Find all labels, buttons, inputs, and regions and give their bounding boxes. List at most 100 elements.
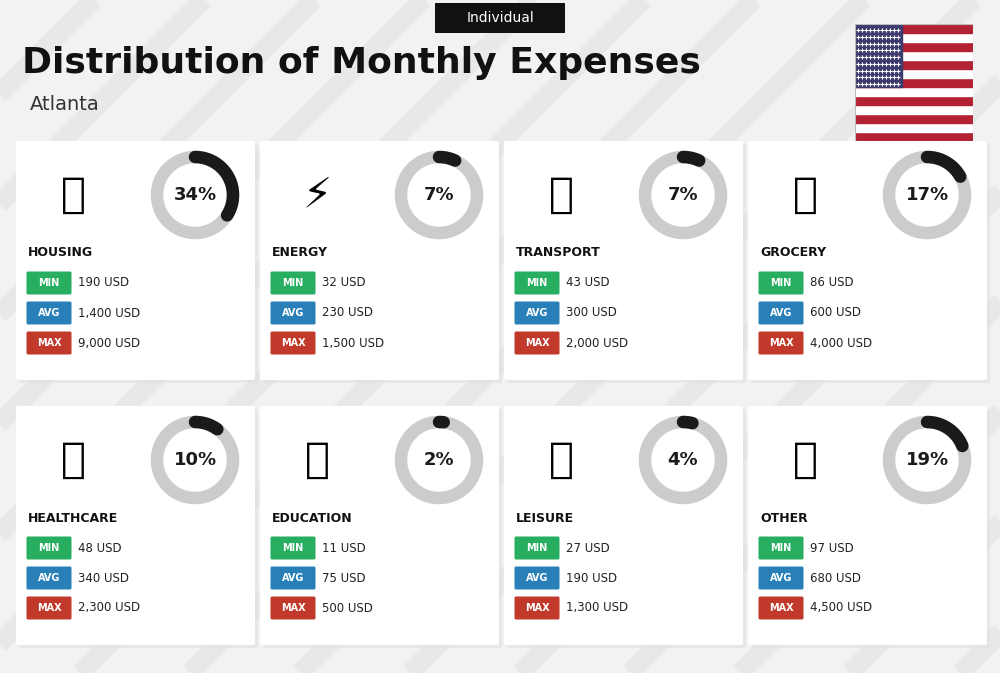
Text: 27 USD: 27 USD: [566, 542, 610, 555]
Text: 75 USD: 75 USD: [322, 571, 366, 584]
Text: ENERGY: ENERGY: [272, 246, 328, 260]
Text: AVG: AVG: [282, 573, 304, 583]
Text: EDUCATION: EDUCATION: [272, 511, 353, 524]
FancyBboxPatch shape: [16, 406, 255, 645]
Text: Atlanta: Atlanta: [30, 96, 100, 114]
FancyBboxPatch shape: [759, 302, 804, 324]
FancyBboxPatch shape: [514, 536, 560, 559]
FancyBboxPatch shape: [26, 332, 72, 355]
FancyBboxPatch shape: [751, 144, 990, 383]
Bar: [855, 96, 973, 105]
FancyBboxPatch shape: [260, 406, 499, 645]
Text: 17%: 17%: [905, 186, 949, 204]
Bar: [855, 60, 973, 69]
FancyBboxPatch shape: [504, 141, 743, 380]
Text: HEALTHCARE: HEALTHCARE: [28, 511, 118, 524]
FancyBboxPatch shape: [759, 271, 804, 295]
Text: 230 USD: 230 USD: [322, 306, 373, 320]
FancyBboxPatch shape: [748, 406, 987, 645]
FancyBboxPatch shape: [435, 3, 565, 33]
Text: AVG: AVG: [526, 573, 548, 583]
Bar: [855, 78, 973, 87]
Text: 86 USD: 86 USD: [810, 277, 854, 289]
Text: TRANSPORT: TRANSPORT: [516, 246, 601, 260]
Text: 🛍: 🛍: [548, 439, 574, 481]
Text: 2,000 USD: 2,000 USD: [566, 336, 628, 349]
Text: 34%: 34%: [173, 186, 217, 204]
FancyBboxPatch shape: [19, 409, 258, 648]
FancyBboxPatch shape: [263, 409, 502, 648]
Bar: [855, 24, 973, 32]
FancyBboxPatch shape: [26, 567, 72, 590]
Text: AVG: AVG: [526, 308, 548, 318]
FancyBboxPatch shape: [514, 302, 560, 324]
Text: 4%: 4%: [668, 451, 698, 469]
Text: MIN: MIN: [770, 543, 792, 553]
Text: 300 USD: 300 USD: [566, 306, 617, 320]
Text: AVG: AVG: [770, 308, 792, 318]
FancyBboxPatch shape: [26, 536, 72, 559]
FancyBboxPatch shape: [270, 567, 316, 590]
FancyBboxPatch shape: [748, 141, 987, 380]
FancyBboxPatch shape: [270, 596, 316, 620]
Text: MIN: MIN: [38, 278, 60, 288]
Text: 🏥: 🏥: [60, 439, 86, 481]
Text: 2,300 USD: 2,300 USD: [78, 602, 140, 614]
Text: 600 USD: 600 USD: [810, 306, 861, 320]
FancyBboxPatch shape: [759, 596, 804, 620]
Bar: [855, 123, 973, 133]
FancyBboxPatch shape: [514, 332, 560, 355]
Text: 🛒: 🛒: [792, 174, 818, 216]
FancyBboxPatch shape: [16, 141, 255, 380]
Text: AVG: AVG: [282, 308, 304, 318]
Text: 2%: 2%: [424, 451, 454, 469]
FancyBboxPatch shape: [751, 409, 990, 648]
Text: 1,500 USD: 1,500 USD: [322, 336, 384, 349]
Text: HOUSING: HOUSING: [28, 246, 93, 260]
FancyBboxPatch shape: [19, 144, 258, 383]
Text: 340 USD: 340 USD: [78, 571, 129, 584]
Text: 500 USD: 500 USD: [322, 602, 373, 614]
Text: 1,300 USD: 1,300 USD: [566, 602, 628, 614]
Text: 11 USD: 11 USD: [322, 542, 366, 555]
FancyBboxPatch shape: [270, 271, 316, 295]
Bar: [855, 42, 973, 50]
Text: 4,000 USD: 4,000 USD: [810, 336, 872, 349]
Text: OTHER: OTHER: [760, 511, 808, 524]
Bar: [855, 133, 973, 141]
Text: 👛: 👛: [792, 439, 818, 481]
Text: Individual: Individual: [466, 11, 534, 25]
Text: AVG: AVG: [38, 308, 60, 318]
FancyBboxPatch shape: [26, 596, 72, 620]
Text: 43 USD: 43 USD: [566, 277, 610, 289]
Bar: [855, 114, 973, 123]
Text: MIN: MIN: [526, 543, 548, 553]
Text: 🏢: 🏢: [60, 174, 86, 216]
Text: Distribution of Monthly Expenses: Distribution of Monthly Expenses: [22, 46, 701, 80]
Text: 7%: 7%: [668, 186, 698, 204]
Bar: [855, 105, 973, 114]
Bar: [855, 50, 973, 60]
Text: 4,500 USD: 4,500 USD: [810, 602, 872, 614]
Text: MAX: MAX: [281, 603, 305, 613]
Text: 48 USD: 48 USD: [78, 542, 122, 555]
FancyBboxPatch shape: [514, 596, 560, 620]
Text: 🎓: 🎓: [304, 439, 330, 481]
Text: 190 USD: 190 USD: [78, 277, 129, 289]
FancyBboxPatch shape: [759, 332, 804, 355]
Text: MAX: MAX: [525, 338, 549, 348]
Bar: [855, 87, 973, 96]
Bar: [855, 32, 973, 42]
Text: MAX: MAX: [769, 603, 793, 613]
Bar: [855, 69, 973, 78]
Text: 9,000 USD: 9,000 USD: [78, 336, 140, 349]
FancyBboxPatch shape: [26, 271, 72, 295]
Text: ⚡: ⚡: [302, 174, 332, 216]
Text: 32 USD: 32 USD: [322, 277, 366, 289]
Text: 7%: 7%: [424, 186, 454, 204]
FancyBboxPatch shape: [260, 141, 499, 380]
Text: MIN: MIN: [38, 543, 60, 553]
FancyBboxPatch shape: [507, 409, 746, 648]
Text: MIN: MIN: [526, 278, 548, 288]
Text: 10%: 10%: [173, 451, 217, 469]
